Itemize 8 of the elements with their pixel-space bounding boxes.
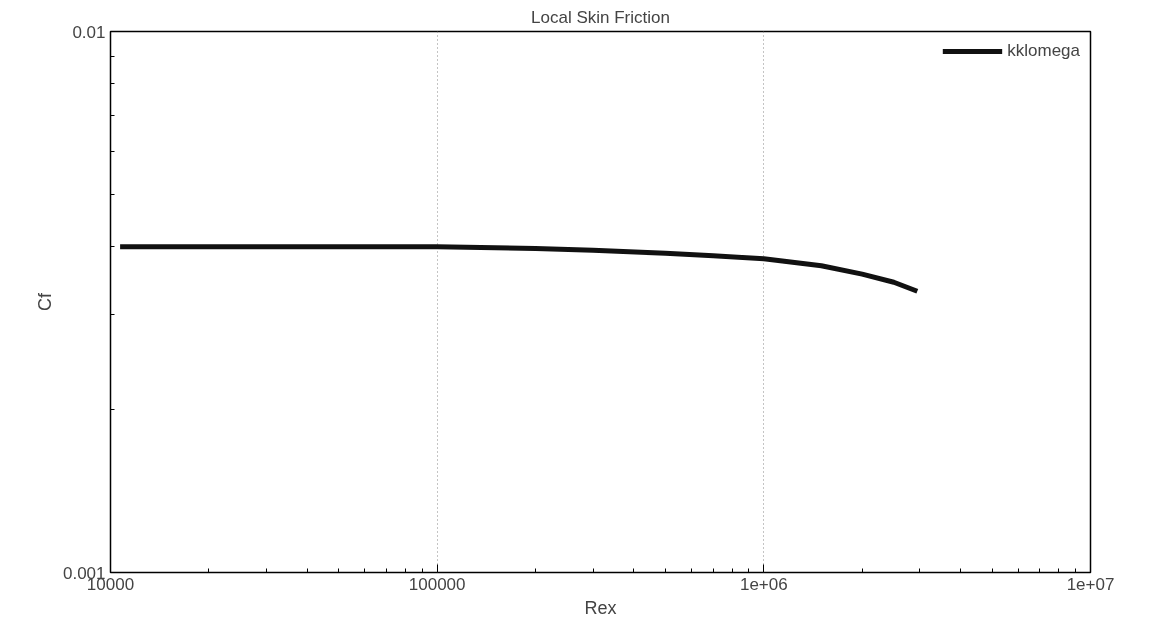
y-axis-title: Cf	[34, 292, 55, 311]
y-tick-label: 0.01	[72, 22, 106, 42]
x-tick-label: 1e+06	[739, 574, 788, 594]
legend-label: kklomega	[1007, 41, 1080, 61]
x-tick-label: 1e+07	[1066, 574, 1115, 594]
chart-title: Local Skin Friction	[531, 7, 670, 27]
x-axis-title: Rex	[584, 597, 617, 618]
x-tick-label: 100000	[408, 574, 466, 594]
